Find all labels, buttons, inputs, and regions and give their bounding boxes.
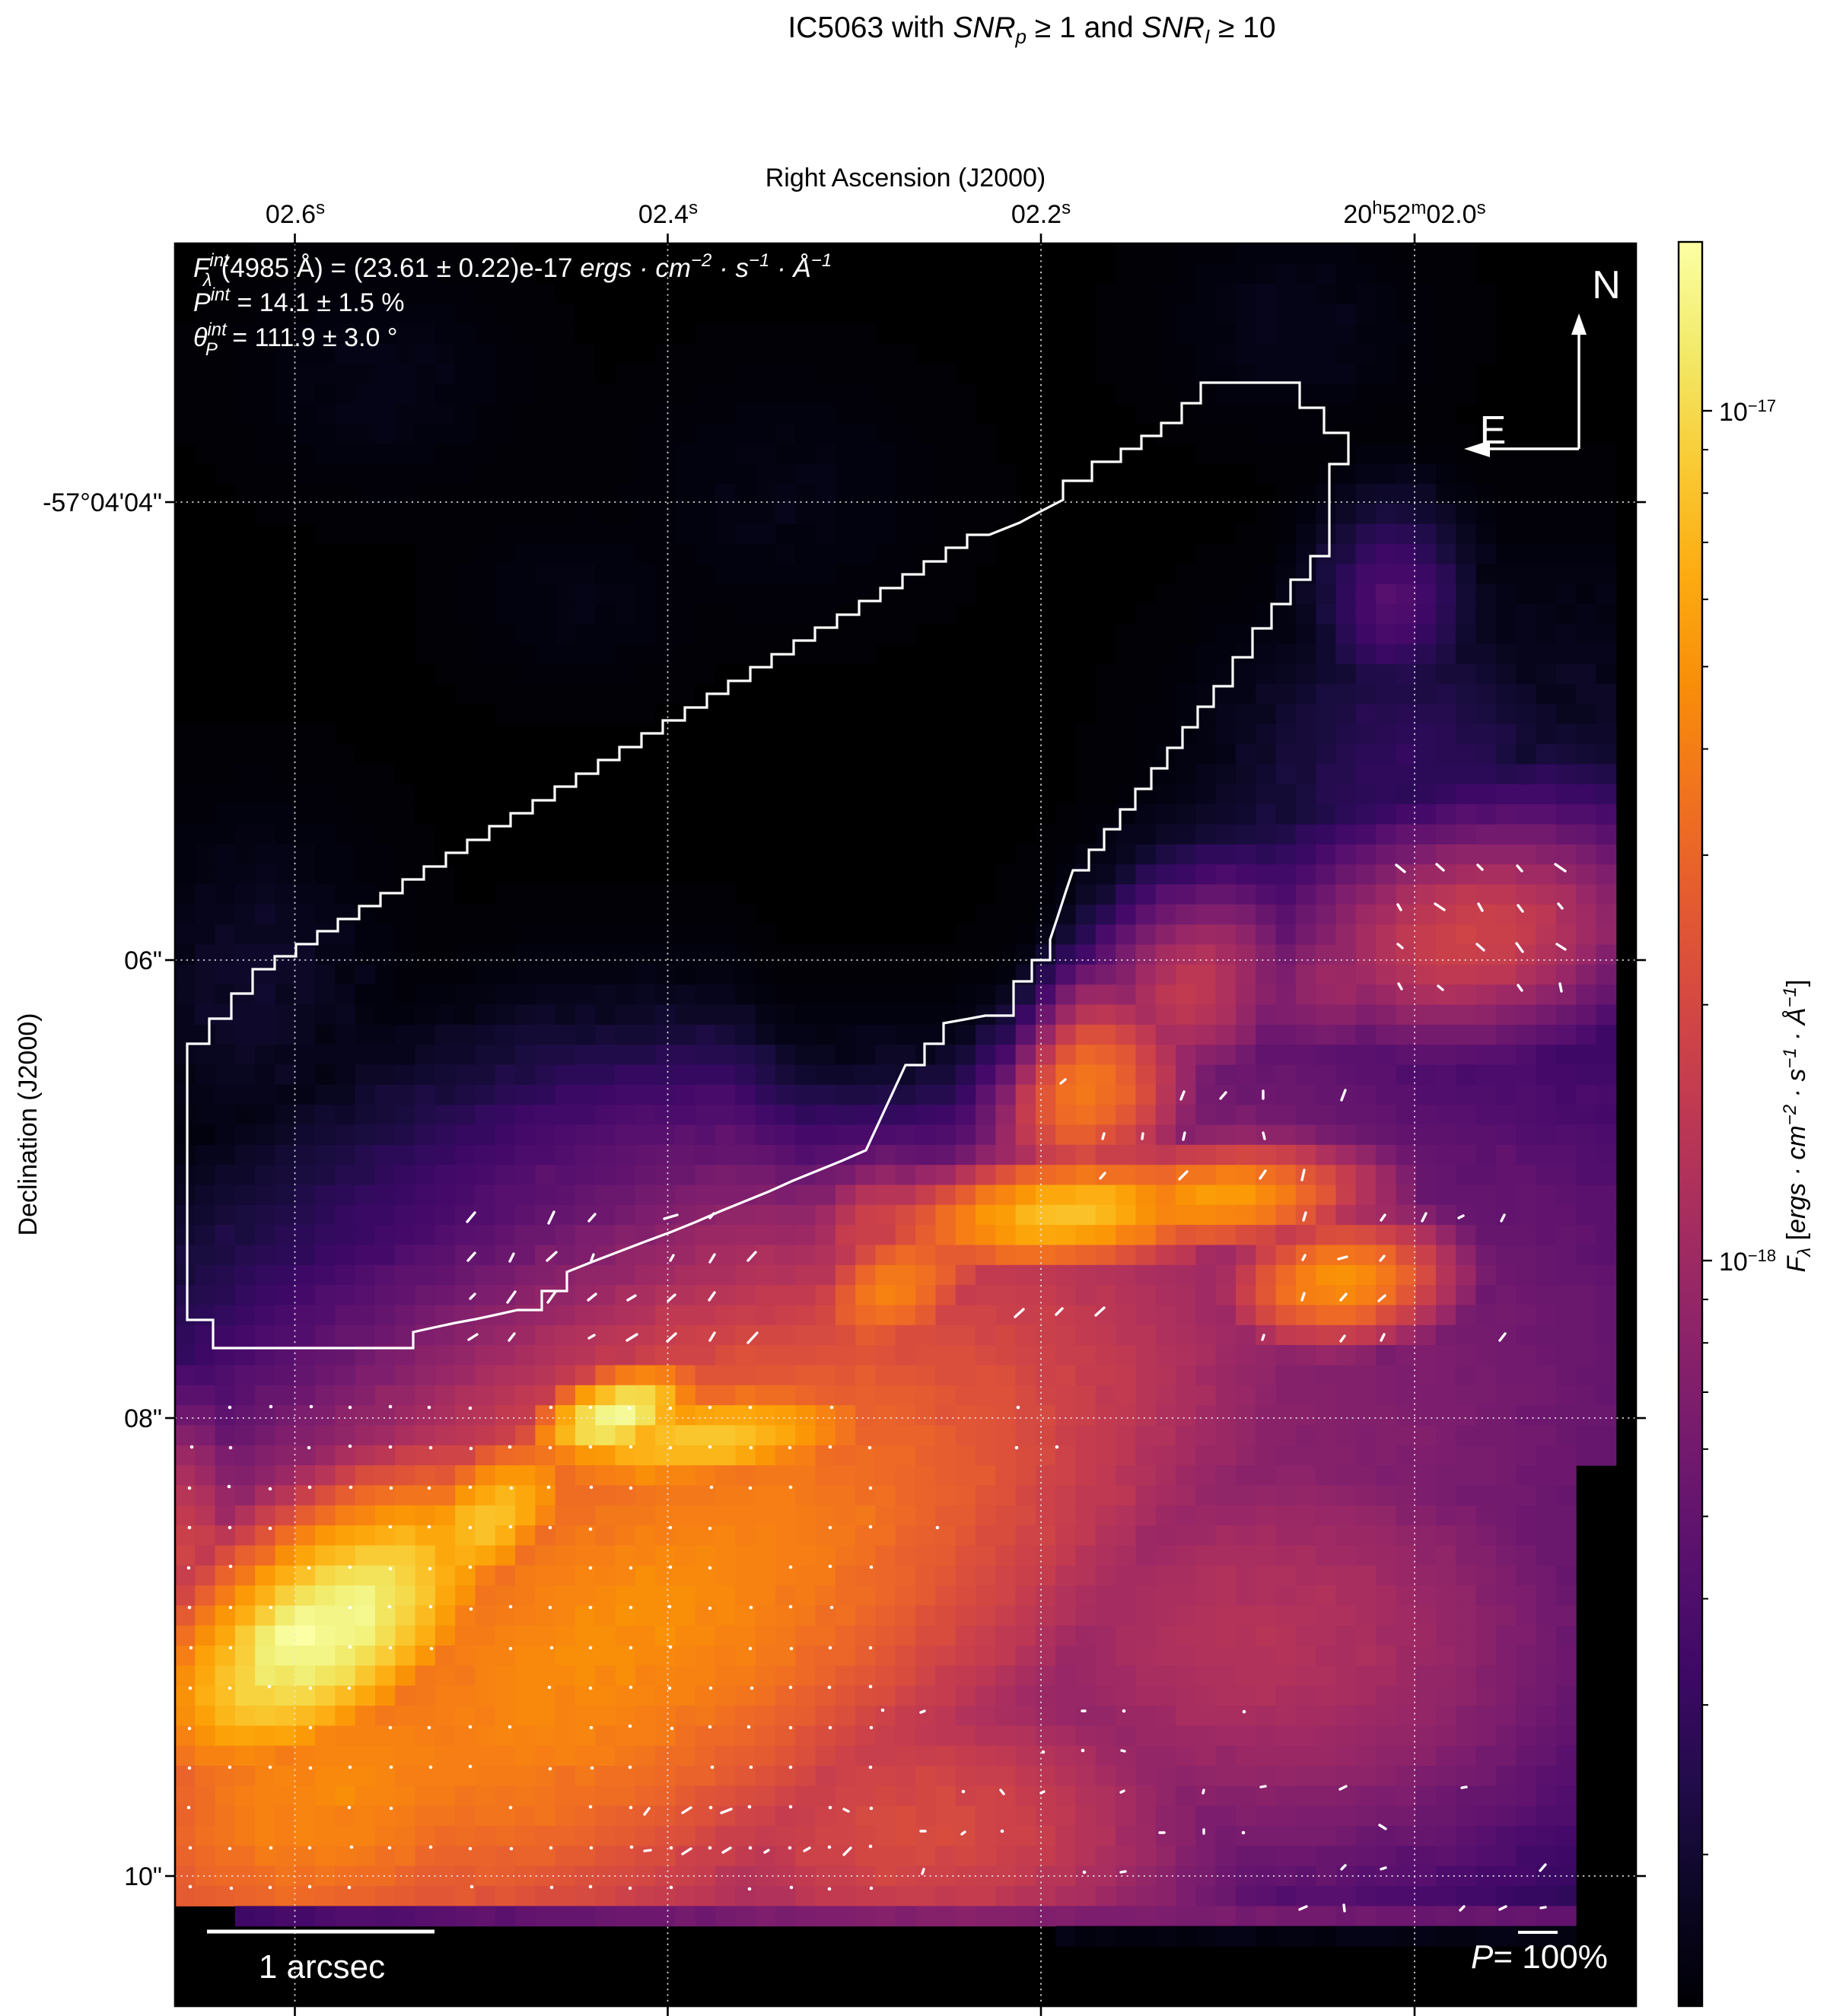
svg-text:N: N (1592, 263, 1621, 307)
svg-text:10": 10" (124, 1862, 162, 1891)
svg-text:P= 100%: P= 100% (1471, 1938, 1608, 1976)
svg-text:1 arcsec: 1 arcsec (259, 1948, 385, 1986)
svg-text:Declination (J2000): Declination (J2000) (14, 1013, 43, 1236)
svg-text:Pint = 14.1 ± 1.5 %: Pint = 14.1 ± 1.5 % (193, 285, 404, 317)
svg-text:08": 08" (124, 1404, 162, 1433)
svg-text:IC5063 with SNRp ≥ 1 and SNRI: IC5063 with SNRp ≥ 1 and SNRI ≥ 10 (788, 11, 1275, 48)
svg-text:02.6s: 02.6s (266, 198, 325, 229)
svg-text:06": 06" (124, 946, 162, 975)
svg-text:Fλ [ergs · cm−2 · s−1 · Å−1]: Fλ [ergs · cm−2 · s−1 · Å−1] (1780, 980, 1815, 1273)
svg-text:02.2s: 02.2s (1011, 198, 1071, 229)
svg-text:02.4s: 02.4s (638, 198, 698, 229)
svg-text:E: E (1480, 409, 1507, 453)
svg-text:-57°04'04": -57°04'04" (43, 488, 162, 517)
svg-text:Right Ascension (J2000): Right Ascension (J2000) (765, 164, 1046, 192)
